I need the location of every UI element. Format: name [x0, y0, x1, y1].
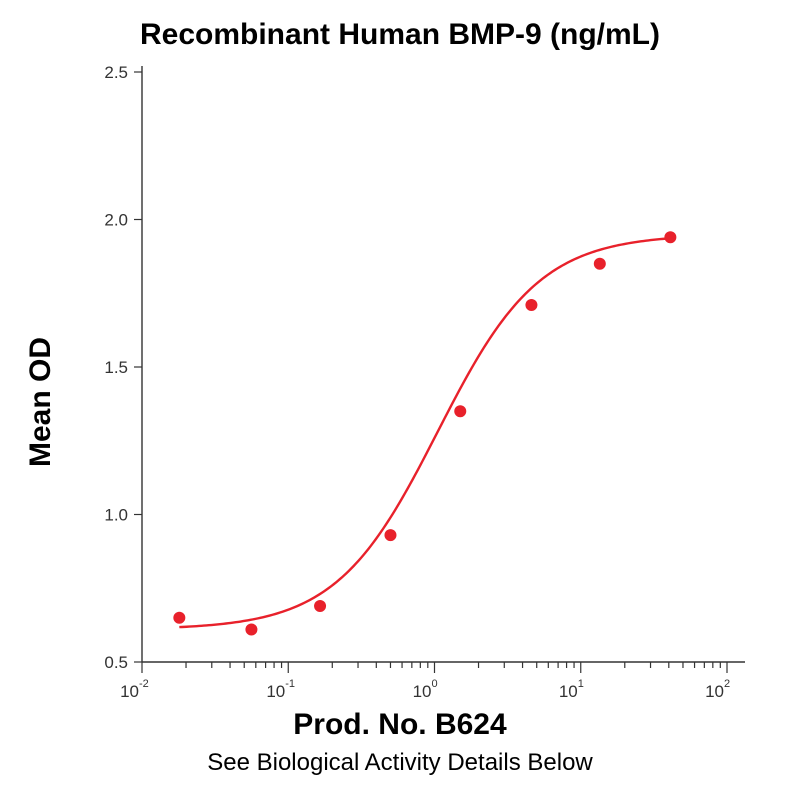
- chart-title: Recombinant Human BMP-9 (ng/mL): [140, 18, 660, 51]
- x-tick-label: 10 1: [559, 678, 584, 701]
- x-tick-exponent: 0: [432, 678, 438, 690]
- data-point: [173, 611, 186, 624]
- x-tick-base: 10: [559, 682, 578, 701]
- x-tick-exponent: -2: [139, 678, 149, 690]
- y-tick-label: 2.0: [104, 211, 128, 230]
- data-point: [314, 599, 327, 612]
- x-tick-label: 10 -1: [266, 678, 295, 701]
- x-tick-base: 10: [705, 682, 724, 701]
- x-tick-base: 10: [266, 682, 285, 701]
- y-tick-label: 0.5: [104, 653, 128, 672]
- fit-curve: [179, 237, 671, 629]
- data-point: [454, 405, 467, 418]
- y-tick-label: 1.0: [104, 506, 128, 525]
- y-axis-label: Mean OD: [24, 337, 57, 467]
- x-tick-exponent: -1: [285, 678, 295, 690]
- x-tick-label: 10 2: [705, 678, 730, 701]
- x-ticks: 10 -2 10 -1 10 0 10 1 10 2: [120, 662, 730, 701]
- x-tick-label: 10 0: [413, 678, 438, 701]
- data-point: [593, 257, 606, 270]
- data-point: [245, 623, 258, 636]
- data-point: [384, 529, 397, 542]
- subtitle: See Biological Activity Details Below: [207, 749, 593, 776]
- data-points: [173, 231, 677, 636]
- x-tick-base: 10: [120, 682, 139, 701]
- y-ticks: 0.5 1.0 1.5 2.0 2.5: [104, 63, 142, 672]
- y-tick-label: 2.5: [104, 63, 128, 82]
- x-tick-exponent: 2: [724, 678, 730, 690]
- x-tick-base: 10: [413, 682, 432, 701]
- x-tick-label: 10 -2: [120, 678, 149, 701]
- data-point: [525, 299, 538, 312]
- y-tick-label: 1.5: [104, 358, 128, 377]
- data-point: [664, 231, 677, 244]
- x-tick-exponent: 1: [578, 678, 584, 690]
- x-axis-label: Prod. No. B624: [293, 708, 507, 741]
- axes: [141, 66, 745, 663]
